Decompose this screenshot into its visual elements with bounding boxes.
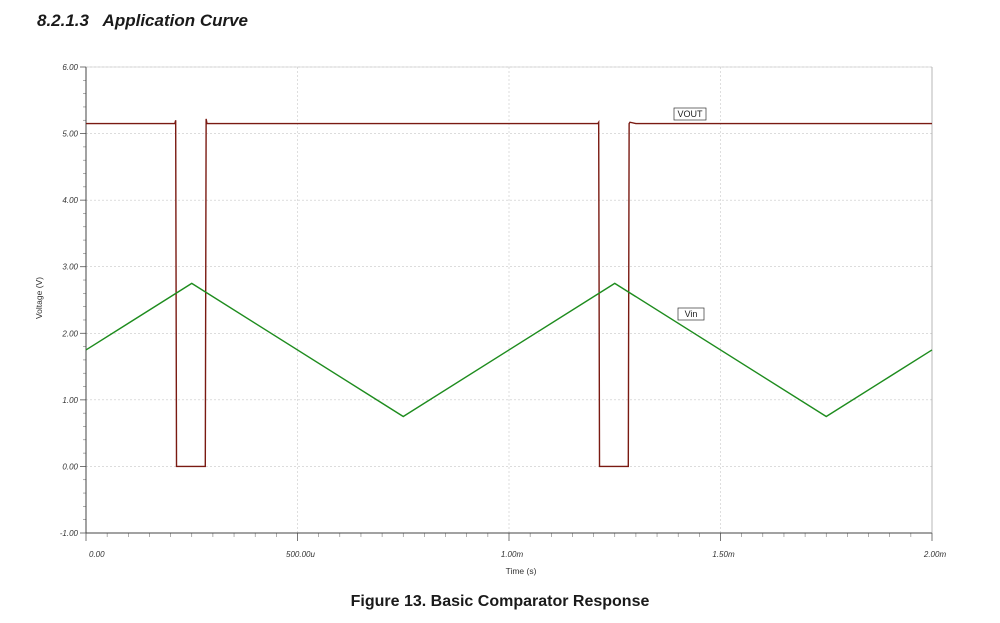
figure-caption: Figure 13. Basic Comparator Response [350, 593, 650, 610]
y-tick-label: 5.00 [62, 130, 78, 139]
series-vin-line [85, 282, 933, 418]
x-tick-label: 0.00 [89, 550, 105, 559]
label-layer: VOUT Vin [673, 107, 707, 321]
x-tick-label: 1.00m [501, 550, 524, 559]
axis-layer: -1.00 0.00 1.00 2.00 3.00 4.00 5.00 6.00 0.00 500… [34, 63, 946, 576]
y-tick-label: 2.00 [61, 329, 78, 338]
x-tick-label: 1.50m [712, 550, 735, 559]
series-tag-box [673, 107, 707, 121]
y-tick-label: 3.00 [62, 263, 78, 272]
series-tag-vout: VOUT [673, 107, 707, 121]
grid-layer [86, 66, 932, 533]
y-axis-title: Voltage (V) [34, 277, 44, 319]
application-curve-chart: -1.00 0.00 1.00 2.00 3.00 4.00 5.00 6.00 0.00 500… [34, 63, 946, 576]
series-layer [85, 118, 933, 468]
y-tick-label: 1.00 [62, 396, 78, 405]
x-axis-title: Time (s) [506, 566, 537, 576]
y-tick-label: 0.00 [62, 462, 78, 471]
y-tick-label: 6.00 [62, 63, 78, 72]
x-tick-label: 2.00m [923, 550, 947, 559]
series-tag-box [677, 307, 705, 321]
y-tick-label: 4.00 [62, 196, 78, 205]
series-tag-vin: Vin [677, 307, 705, 321]
section-title: Application Curve [102, 11, 249, 30]
series-tag-text: Vin [685, 309, 698, 319]
y-tick-label: -1.00 [60, 529, 79, 538]
section-heading: 8.2.1.3 Application Curve [37, 11, 248, 31]
section-number: 8.2.1.3 [37, 11, 89, 30]
series-tag-text: VOUT [677, 109, 703, 119]
x-tick-label: 500.00u [286, 550, 315, 559]
